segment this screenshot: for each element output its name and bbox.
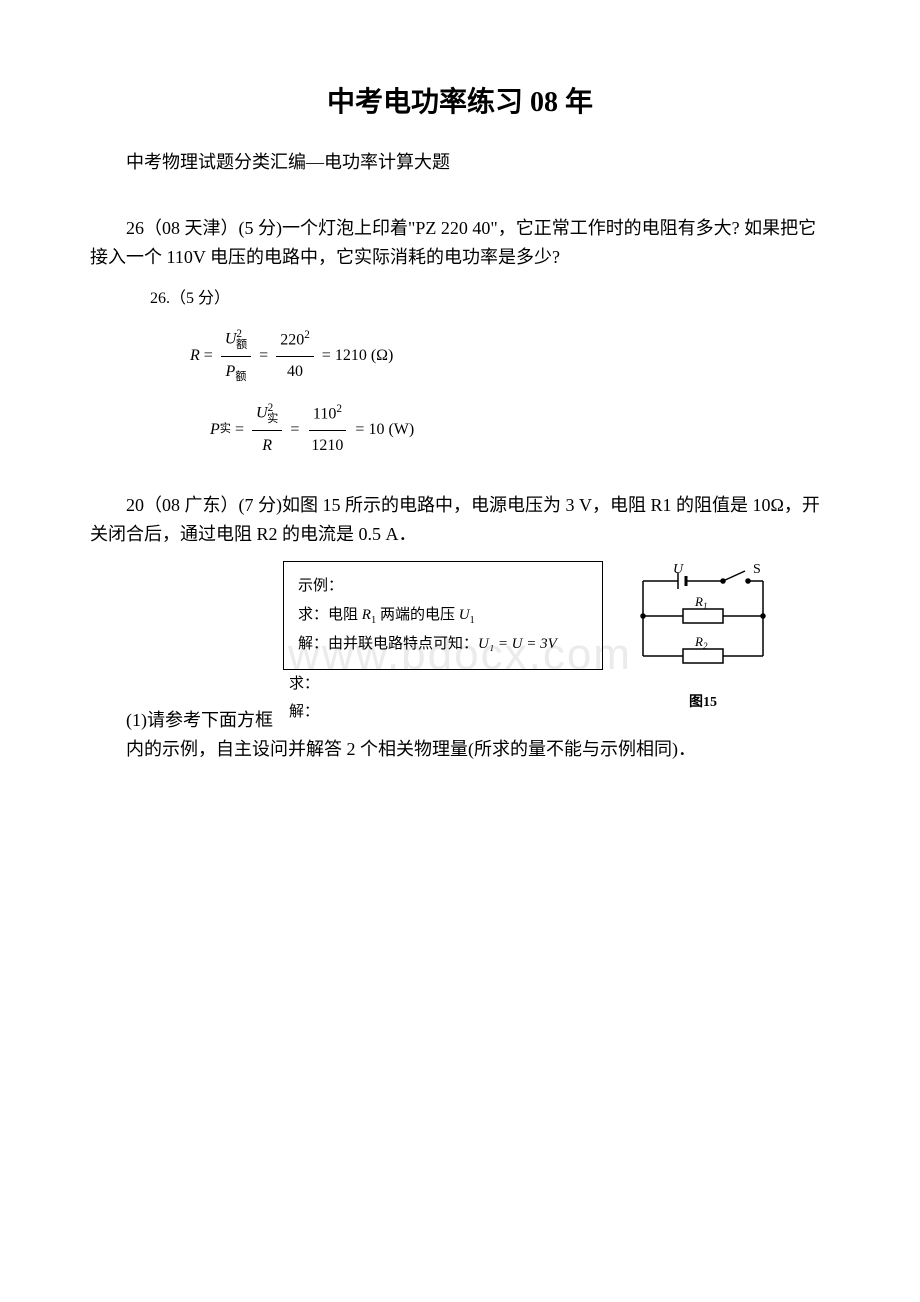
q20-text: 20（08 广东）(7 分)如图 15 所示的电路中，电源电压为 3 V，电阻 … [90, 491, 830, 549]
eq2-frac1: U2实 R [252, 398, 282, 461]
eq2-lhs: P [210, 415, 220, 445]
eq1-result: 1210 (Ω) [335, 341, 394, 371]
eq1-lhs: R [190, 341, 200, 371]
example-line3: 解：由并联电路特点可知：U₁ = U = 3V [298, 630, 588, 659]
q26-eq2: P实 = U2实 R = 1102 1210 = 10 (W) [210, 398, 830, 461]
circuit-caption: 图15 [623, 691, 783, 711]
example-box: 示例： 求：电阻 R1 两端的电压 U1 解：由并联电路特点可知：U₁ = U … [283, 561, 603, 670]
circuit-label-u: U [673, 562, 684, 577]
eq1-frac2: 2202 40 [276, 325, 314, 387]
circuit-diagram: U S R1 R2 图15 [623, 561, 783, 711]
eq1-frac1: U2额 P额 [221, 324, 251, 388]
eq2-frac2: 1102 1210 [307, 399, 347, 461]
circuit-label-s: S [753, 562, 761, 577]
subtitle: 中考物理试题分类汇编—电功率计算大题 [90, 148, 830, 174]
circuit-label-r1: R1 [694, 594, 707, 611]
circuit-svg: U S R1 R2 [623, 561, 783, 691]
q20-sub1-prefix: (1)请参考下面方框 [90, 706, 273, 735]
page-title: 中考电功率练习 08 年 [90, 80, 830, 120]
example-line2: 求：电阻 R1 两端的电压 U1 [298, 601, 588, 631]
q26-text: 26（08 天津）(5 分)一个灯泡上印着"PZ 220 40"，它正常工作时的… [90, 214, 830, 272]
q26-eq1: R = U2额 P额 = 2202 40 = 1210 (Ω) [190, 324, 830, 388]
circuit-label-r2: R2 [694, 634, 708, 651]
q26-solution-header: 26.（5 分） [150, 284, 830, 314]
q20-sub1-rest: 内的示例，自主设问并解答 2 个相关物理量(所求的量不能与示例相同)． [90, 735, 830, 764]
eq2-result: 10 (W) [368, 415, 414, 445]
q26-solution: 26.（5 分） R = U2额 P额 = 2202 40 = 1210 (Ω)… [150, 284, 830, 462]
example-line1: 示例： [298, 572, 588, 601]
example-below: 求： 解： [289, 670, 603, 727]
